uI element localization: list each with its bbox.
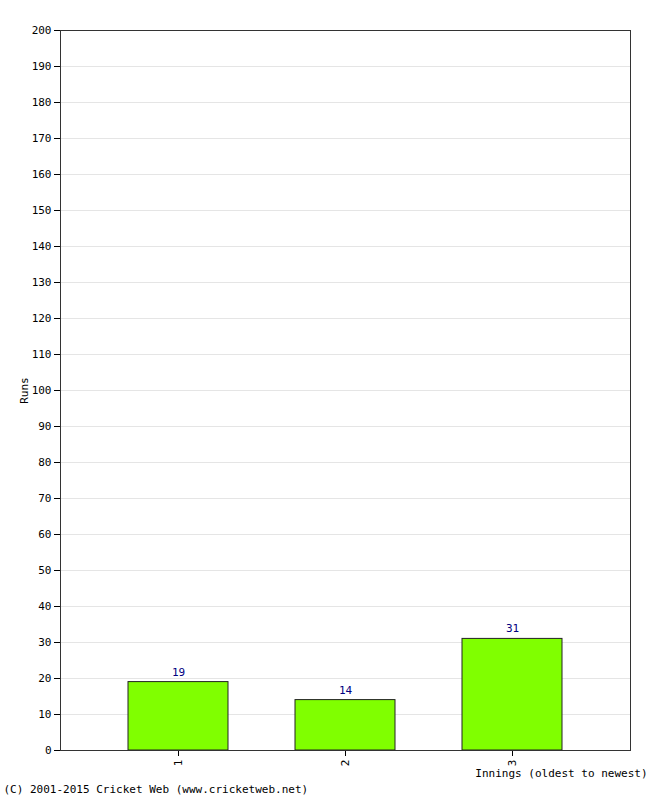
svg-text:3: 3	[506, 760, 519, 767]
svg-text:0: 0	[45, 744, 52, 757]
svg-text:130: 130	[32, 276, 52, 289]
svg-text:150: 150	[32, 204, 52, 217]
svg-text:90: 90	[38, 420, 51, 433]
svg-text:190: 190	[32, 60, 52, 73]
svg-text:30: 30	[38, 636, 51, 649]
svg-text:Runs: Runs	[18, 377, 31, 404]
svg-text:10: 10	[38, 708, 51, 721]
svg-text:20: 20	[38, 672, 51, 685]
svg-text:110: 110	[32, 348, 52, 361]
svg-text:14: 14	[339, 684, 353, 697]
svg-text:100: 100	[32, 384, 52, 397]
svg-text:2: 2	[339, 760, 352, 767]
svg-text:50: 50	[38, 564, 51, 577]
svg-text:120: 120	[32, 312, 52, 325]
svg-text:80: 80	[38, 456, 51, 469]
svg-text:1: 1	[172, 760, 185, 767]
svg-text:180: 180	[32, 96, 52, 109]
svg-text:60: 60	[38, 528, 51, 541]
svg-text:Innings (oldest to newest): Innings (oldest to newest)	[475, 767, 647, 780]
svg-text:170: 170	[32, 132, 52, 145]
svg-text:200: 200	[32, 24, 52, 37]
svg-text:160: 160	[32, 168, 52, 181]
svg-text:31: 31	[506, 622, 519, 635]
svg-text:19: 19	[172, 666, 185, 679]
svg-text:40: 40	[38, 600, 51, 613]
svg-text:70: 70	[38, 492, 51, 505]
svg-text:(C) 2001-2015 Cricket Web (www: (C) 2001-2015 Cricket Web (www.cricketwe…	[4, 783, 309, 796]
svg-text:140: 140	[32, 240, 52, 253]
